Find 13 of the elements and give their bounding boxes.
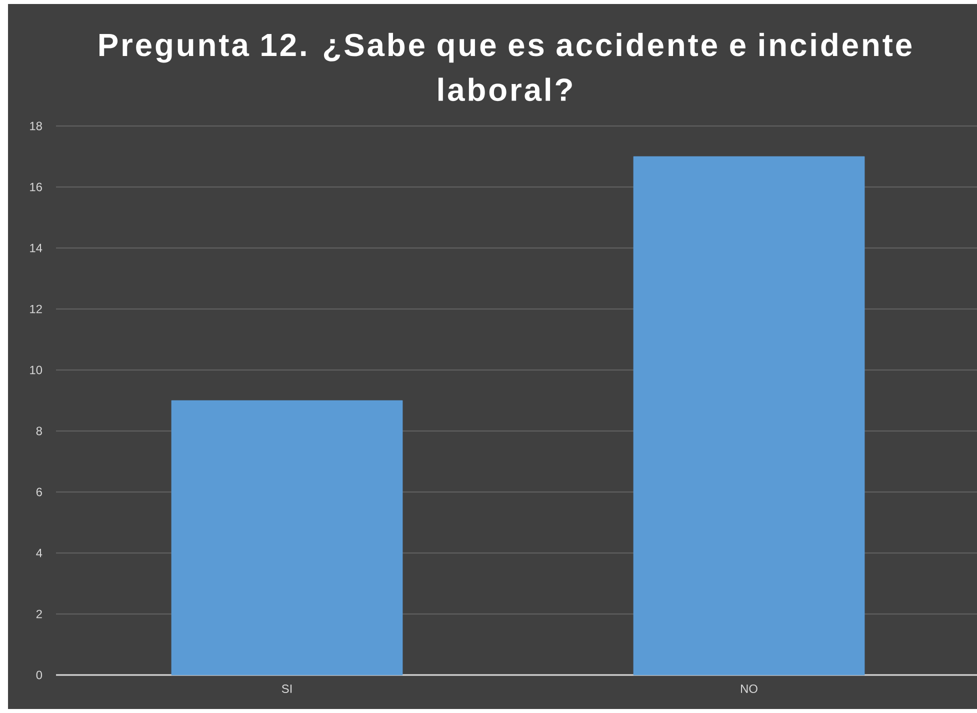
y-tick-label: 16 — [30, 182, 42, 192]
y-tick-label: 0 — [36, 670, 42, 680]
y-tick-label: 10 — [30, 366, 42, 374]
chart-title: Pregunta 12. ¿Sabe que es accidente e incidente laboral? — [100, 32, 912, 102]
y-tick-label: 2 — [36, 610, 42, 618]
x-tick-label: SI — [282, 684, 292, 693]
x-tick-label: NO — [741, 684, 758, 693]
y-tick-label: 4 — [36, 548, 42, 558]
y-tick-label: 6 — [36, 488, 42, 496]
y-tick-label: 18 — [30, 122, 42, 130]
y-tick-label: 8 — [36, 426, 42, 436]
y-tick-label: 12 — [30, 304, 42, 314]
y-tick-label: 14 — [30, 244, 42, 252]
